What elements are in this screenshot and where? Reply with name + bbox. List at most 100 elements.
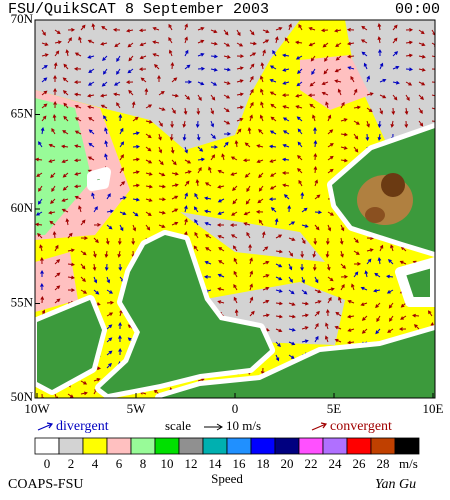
wind-arrow	[269, 144, 277, 149]
terrain	[365, 207, 385, 223]
wind-arrow	[184, 159, 192, 164]
color-swatch	[178, 437, 204, 455]
wind-arrow	[275, 263, 283, 268]
wind-arrow	[40, 256, 44, 265]
legend-scale: scale	[165, 418, 191, 433]
wind-arrow	[105, 237, 110, 245]
wind-arrow	[40, 269, 44, 278]
wind-arrow	[418, 81, 426, 86]
wind-arrow	[269, 65, 277, 70]
wind-arrow	[427, 310, 433, 317]
wind-arrow	[340, 283, 345, 291]
wind-arrow	[104, 263, 109, 272]
wind-arrow	[184, 146, 188, 154]
wind-arrow	[327, 287, 335, 292]
wind-arrow	[193, 245, 199, 252]
wind-arrow	[233, 283, 238, 291]
lat-label: 60N	[11, 200, 34, 215]
color-swatch	[154, 437, 180, 455]
wind-arrow	[259, 114, 264, 122]
wind-arrow	[405, 53, 413, 58]
wind-arrow	[194, 219, 199, 226]
legend-convergent: convergent	[330, 419, 392, 434]
colorbar-label: 8	[140, 456, 147, 471]
wind-arrow	[301, 237, 306, 245]
wind-arrow	[61, 208, 69, 213]
wind-arrow	[182, 133, 187, 141]
wind-arrow	[376, 315, 381, 323]
wind-arrow	[126, 28, 134, 33]
wind-arrow	[208, 166, 212, 174]
wind-arrow	[366, 75, 371, 83]
wind-arrow	[113, 81, 121, 86]
wind-arrow	[132, 157, 140, 162]
wind-arrow	[301, 207, 308, 213]
credit: COAPS-FSU	[8, 477, 83, 492]
wind-arrow	[244, 172, 251, 178]
wind-arrow	[262, 39, 270, 44]
wind-arrow	[340, 224, 345, 232]
wind-arrow	[63, 115, 69, 122]
wind-arrow	[106, 289, 114, 294]
wind-arrow	[392, 24, 398, 31]
wind-arrow	[184, 94, 191, 100]
wind-arrow	[338, 296, 342, 304]
wind-arrow	[106, 362, 112, 369]
wind-arrow	[288, 221, 296, 226]
wind-arrow	[313, 152, 318, 161]
wind-arrow	[392, 51, 399, 57]
wind-arrow	[386, 289, 394, 294]
wind-arrow	[233, 270, 238, 278]
color-swatch	[394, 437, 420, 455]
wind-arrow	[236, 66, 244, 70]
wind-arrow	[275, 354, 280, 362]
wind-arrow	[270, 172, 277, 177]
wind-arrow	[335, 42, 342, 47]
wind-arrow	[236, 54, 245, 58]
wind-arrow	[311, 68, 316, 75]
wind-arrow	[119, 167, 125, 174]
wind-arrow	[104, 127, 108, 135]
wind-arrow	[360, 302, 368, 306]
wind-arrow	[54, 298, 61, 304]
wind-arrow	[102, 55, 108, 62]
wind-arrow	[223, 29, 229, 36]
wind-arrow	[145, 198, 153, 202]
color-swatch	[226, 437, 252, 455]
wind-arrow	[54, 50, 60, 57]
colorbar-label: 14	[209, 456, 223, 471]
wind-arrow	[171, 208, 179, 213]
wind-arrow	[140, 77, 147, 83]
wind-arrow	[41, 103, 48, 109]
wind-arrow	[170, 120, 174, 129]
wind-arrow	[197, 52, 205, 57]
wind-arrow	[67, 275, 75, 280]
wind-arrow	[353, 271, 359, 278]
wind-arrow	[62, 77, 69, 83]
wind-arrow	[171, 221, 179, 226]
wind-arrow	[88, 117, 95, 122]
wind-arrow	[269, 91, 277, 96]
wind-arrow	[61, 144, 69, 149]
wind-arrow	[233, 257, 238, 265]
wind-arrow	[171, 195, 179, 200]
wind-arrow	[67, 232, 73, 239]
wind-arrow	[168, 49, 173, 57]
wind-arrow	[260, 88, 264, 96]
wind-arrow	[158, 184, 166, 189]
wind-arrow	[268, 197, 277, 202]
time: 00:00	[395, 1, 440, 18]
wind-arrow	[288, 263, 293, 271]
wind-arrow	[145, 159, 153, 164]
wind-arrow	[152, 53, 160, 57]
wind-arrow	[118, 321, 122, 330]
wind-arrow	[360, 39, 368, 44]
wind-arrow	[377, 23, 382, 31]
wind-arrow	[275, 249, 283, 254]
wind-arrow	[78, 205, 82, 213]
wind-arrow	[87, 93, 95, 98]
wind-arrow	[327, 155, 334, 161]
wind-arrow	[210, 81, 218, 86]
wind-arrow	[223, 141, 229, 148]
wind-arrow	[114, 42, 121, 48]
